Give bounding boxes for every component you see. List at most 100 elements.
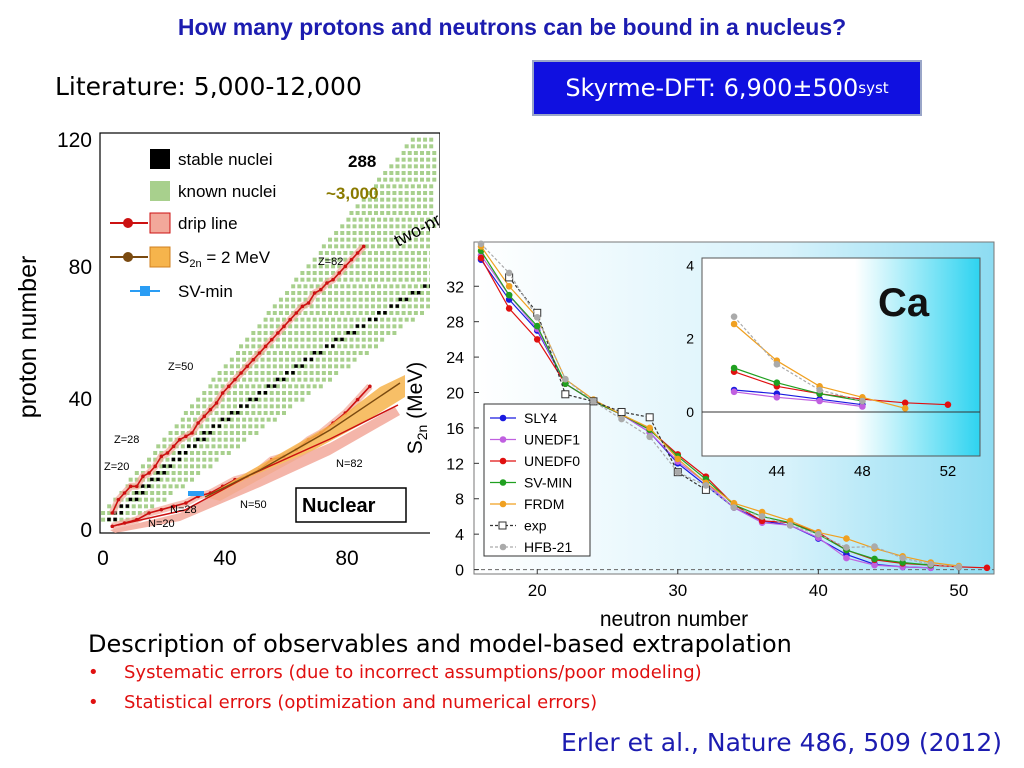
known-nucleus-cell	[248, 424, 253, 429]
known-nucleus-cell	[177, 471, 182, 475]
known-nucleus-cell	[331, 337, 336, 342]
known-nucleus-cell	[386, 317, 391, 322]
known-nucleus-cell	[367, 271, 372, 275]
known-nucleus-cell	[367, 257, 372, 262]
known-nucleus-cell	[223, 437, 228, 442]
magic-number-label: N=50	[240, 499, 267, 511]
drip-line-point	[196, 421, 200, 425]
stable-nucleus-cell	[211, 424, 215, 428]
known-nucleus-cell	[389, 217, 394, 222]
drip-line-point	[110, 524, 115, 529]
known-nucleus-cell	[370, 311, 375, 315]
known-nucleus-cell	[318, 337, 323, 342]
known-nucleus-cell	[404, 184, 409, 189]
known-nucleus-cell	[420, 291, 424, 295]
legend-label: UNEDF1	[524, 432, 580, 448]
slide-title: How many protons and neutrons can be bou…	[177, 14, 847, 40]
known-nucleus-cell	[343, 277, 348, 282]
known-nucleus-cell	[263, 324, 268, 329]
data-point	[674, 455, 682, 463]
known-nucleus-cell	[380, 204, 385, 209]
known-nucleus-cell	[300, 391, 305, 395]
stable-nucleus-cell	[202, 431, 206, 435]
legend-label: stable nuclei	[178, 150, 273, 169]
known-nucleus-cell	[321, 297, 326, 302]
known-nucleus-cell	[343, 271, 348, 275]
known-nucleus-cell	[303, 297, 308, 302]
known-nucleus-cell	[420, 164, 424, 169]
bullet-text: Systematic errors (due to incorrect assu…	[124, 662, 702, 683]
known-nucleus-cell	[398, 204, 403, 209]
known-nucleus-cell	[162, 437, 167, 442]
known-nucleus-cell	[315, 311, 320, 315]
known-nucleus-cell	[374, 197, 378, 202]
known-nucleus-cell	[392, 197, 397, 202]
known-nucleus-cell	[285, 311, 290, 315]
known-nucleus-cell	[306, 391, 311, 395]
known-nucleus-cell	[358, 217, 363, 222]
known-nucleus-cell	[205, 424, 210, 429]
known-nucleus-cell	[364, 304, 369, 309]
known-nucleus-cell	[183, 411, 188, 415]
known-nucleus-cell	[331, 257, 336, 262]
known-nucleus-cell	[306, 337, 311, 342]
known-nucleus-cell	[226, 391, 231, 395]
known-nucleus-cell	[266, 371, 271, 375]
known-nucleus-cell	[251, 391, 256, 395]
y-axis-label-sub: 2n	[414, 425, 430, 441]
known-nucleus-cell	[346, 291, 351, 295]
known-nucleus-cell	[370, 244, 375, 249]
data-point	[983, 564, 991, 572]
known-nucleus-cell	[407, 157, 412, 162]
known-nucleus-cell	[131, 497, 136, 502]
data-point	[646, 424, 653, 432]
drip-line-point	[239, 371, 243, 375]
known-nucleus-cell	[401, 231, 406, 235]
known-nucleus-cell	[407, 151, 412, 155]
known-nucleus-cell	[128, 477, 133, 482]
known-nucleus-cell	[426, 297, 431, 302]
known-nucleus-cell	[392, 324, 397, 329]
known-nucleus-cell	[260, 371, 265, 375]
known-nucleus-cell	[420, 297, 424, 302]
known-nucleus-cell	[413, 164, 418, 169]
bullet-systematic: • Systematic errors (due to incorrect ass…	[88, 662, 702, 683]
data-point	[927, 560, 935, 568]
known-nucleus-cell	[165, 477, 170, 482]
known-nucleus-cell	[236, 357, 240, 362]
known-nucleus-cell	[423, 211, 428, 215]
known-nucleus-cell	[266, 417, 271, 422]
known-nucleus-cell	[144, 491, 148, 495]
legend-label: SLY4	[524, 410, 557, 426]
known-nucleus-cell	[389, 177, 394, 182]
known-nucleus-cell	[214, 391, 219, 395]
known-nucleus-cell	[217, 377, 222, 382]
known-nucleus-cell	[346, 364, 351, 369]
known-nucleus-cell	[291, 377, 296, 382]
svmin-marker	[188, 491, 204, 496]
y-tick-label: 16	[446, 421, 464, 438]
known-nucleus-cell	[165, 457, 170, 462]
known-nucleus-cell	[426, 284, 431, 289]
known-nucleus-cell	[278, 351, 283, 355]
known-nucleus-cell	[383, 304, 388, 309]
known-nucleus-cell	[309, 377, 314, 382]
known-nucleus-cell	[202, 464, 207, 469]
known-nucleus-cell	[429, 204, 434, 209]
known-nucleus-cell	[251, 404, 256, 409]
known-nucleus-cell	[401, 164, 406, 169]
known-nucleus-cell	[297, 284, 302, 289]
known-nucleus-cell	[340, 237, 345, 242]
known-nucleus-cell	[300, 317, 305, 322]
known-nucleus-cell	[257, 404, 262, 409]
known-nucleus-cell	[260, 377, 265, 382]
stable-nucleus-cell	[266, 384, 271, 388]
known-nucleus-cell	[125, 497, 130, 502]
known-nucleus-cell	[254, 371, 259, 375]
known-nucleus-cell	[395, 237, 400, 242]
known-nucleus-cell	[312, 277, 317, 282]
known-nucleus-cell	[321, 291, 326, 295]
known-nucleus-cell	[199, 424, 204, 429]
known-nucleus-cell	[331, 331, 336, 335]
known-nucleus-cell	[420, 217, 424, 222]
